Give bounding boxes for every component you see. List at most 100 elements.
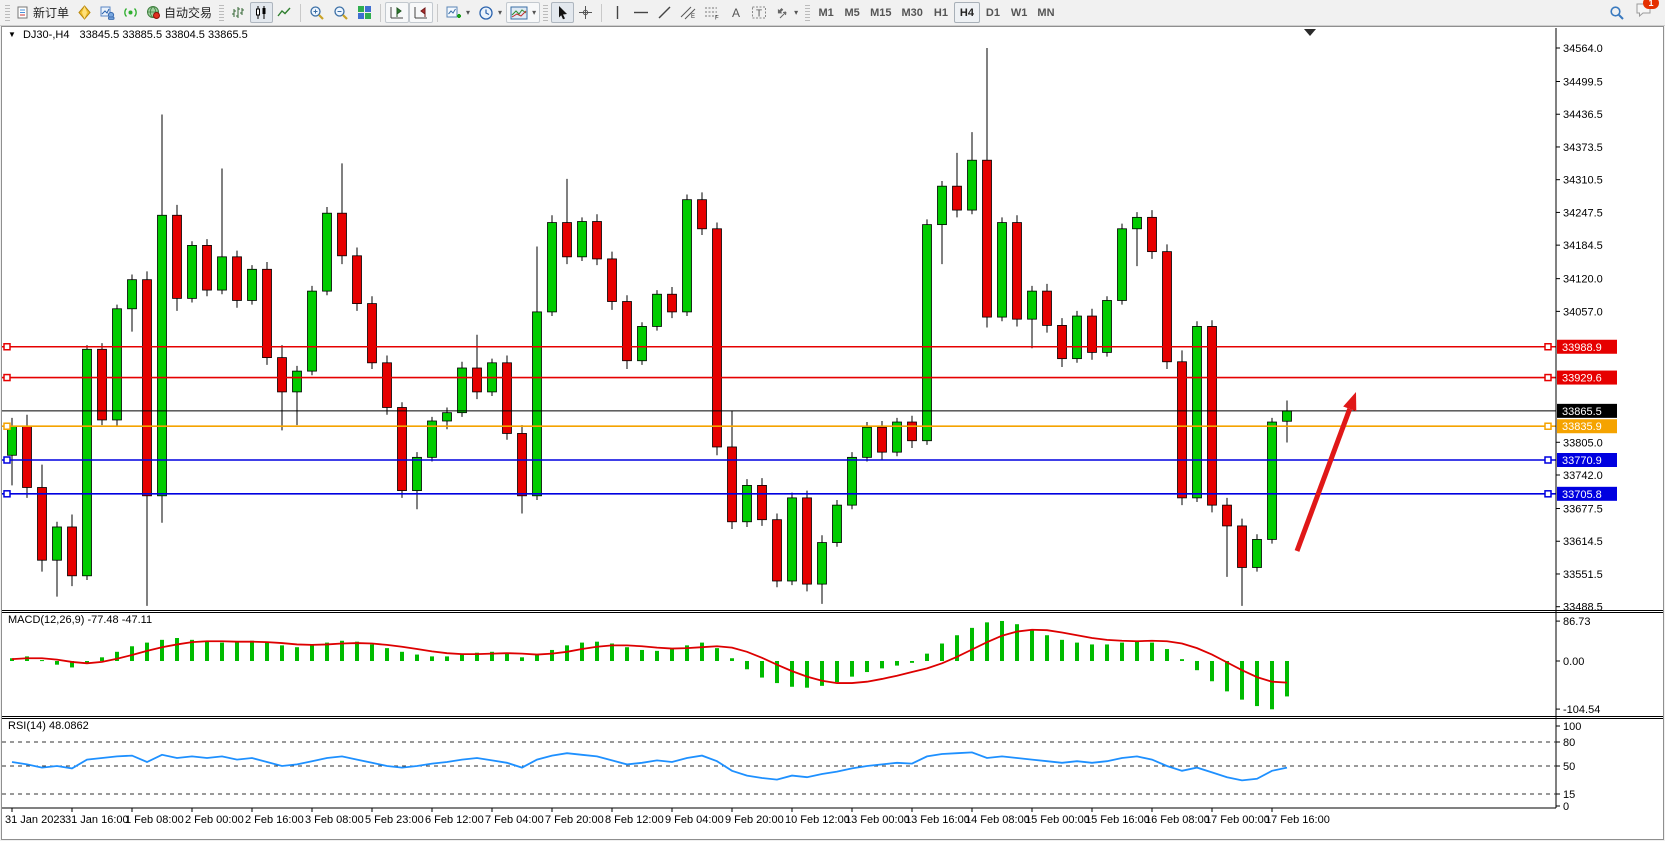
timeframe-button-m30[interactable]: M30 — [901, 6, 923, 19]
price-line[interactable] — [2, 343, 1556, 351]
svg-text:E: E — [691, 14, 695, 20]
svg-text:34247.5: 34247.5 — [1563, 207, 1603, 219]
svg-text:7 Feb 20:00: 7 Feb 20:00 — [545, 814, 604, 826]
toolbar-right-tools: 1 — [1605, 0, 1663, 23]
timeframe-group: M1 M5 M15 M30 H1 H4 D1 W1 MN — [813, 2, 1059, 23]
signals-button[interactable] — [119, 2, 142, 23]
svg-text:9 Feb 04:00: 9 Feb 04:00 — [665, 814, 724, 826]
svg-text:34310.5: 34310.5 — [1563, 175, 1603, 187]
chart-window-frame — [1, 26, 1664, 840]
horizontal-line-tool-button[interactable] — [629, 2, 653, 23]
price-line[interactable] — [2, 456, 1556, 464]
price-line-axis-label: 33770.9 — [1557, 453, 1617, 467]
text-label-tool-button[interactable]: T — [747, 2, 771, 23]
line-chart-button[interactable] — [273, 2, 296, 23]
tile-windows-icon — [358, 6, 372, 19]
zoom-in-button[interactable] — [305, 2, 329, 23]
rsi-pane: 100 80 50 150 — [2, 721, 1581, 813]
svg-text:F: F — [715, 16, 719, 21]
price-line-axis-label: 33835.9 — [1557, 419, 1617, 434]
dropdown-caret: ▾ — [498, 8, 503, 17]
chart-flag-up-icon — [390, 7, 404, 19]
text-tool-button[interactable]: A — [724, 2, 747, 23]
candlestick-icon — [256, 6, 266, 19]
arrow-annotation[interactable] — [1294, 392, 1357, 552]
chart-shift-marker[interactable] — [1304, 29, 1316, 36]
text-icon: A — [732, 6, 740, 20]
svg-text:15 Feb 00:00: 15 Feb 00:00 — [1025, 814, 1090, 826]
bar-chart-button[interactable] — [227, 2, 250, 23]
fibonacci-icon: F — [705, 7, 719, 21]
svg-text:34499.5: 34499.5 — [1563, 77, 1603, 89]
trendline-tool-button[interactable] — [653, 2, 676, 23]
svg-text:16 Feb 08:00: 16 Feb 08:00 — [1145, 814, 1210, 826]
price-line-axis-label: 33705.8 — [1557, 486, 1617, 501]
timeframe-button-m15[interactable]: M15 — [870, 6, 892, 19]
timeframe-button-d1[interactable]: D1 — [985, 6, 1000, 19]
toolbar-grip[interactable] — [5, 4, 10, 21]
vertical-line-tool-button[interactable] — [606, 2, 629, 23]
zoom-out-icon — [334, 5, 348, 20]
timeframe-button-h4[interactable]: H4 — [953, 2, 980, 23]
svg-text:50: 50 — [1563, 761, 1575, 773]
tile-windows-button[interactable] — [353, 2, 376, 23]
show-order-levels-button[interactable] — [385, 2, 410, 23]
price-line[interactable] — [2, 373, 1556, 382]
svg-text:A: A — [732, 6, 740, 20]
notifications-button[interactable]: 1 — [1635, 0, 1659, 23]
arrows-tool-button[interactable]: ▾ — [771, 2, 802, 23]
svg-text:15: 15 — [1563, 789, 1575, 801]
svg-text:0: 0 — [1563, 801, 1569, 813]
new-order-button[interactable]: 新订单 — [13, 2, 73, 23]
candlestick-chart-button[interactable] — [250, 2, 274, 23]
time-axis[interactable]: 31 Jan 2023 31 Jan 16:001 Feb 08:00 2 Feb … — [2, 807, 1556, 826]
price-axis[interactable]: 34564.0 34499.5 34436.5 34373.5 34310.5 34247… — [1555, 28, 1603, 808]
symbol-dropdown-icon[interactable]: ▼ — [8, 30, 16, 39]
toolbar-grip[interactable] — [219, 4, 225, 21]
svg-text:7 Feb 04:00: 7 Feb 04:00 — [485, 814, 544, 826]
svg-text:33929.6: 33929.6 — [1562, 373, 1602, 385]
svg-text:6 Feb 12:00: 6 Feb 12:00 — [425, 814, 484, 826]
zoom-in-icon — [310, 5, 324, 20]
svg-text:33742.0: 33742.0 — [1563, 470, 1603, 482]
new-chart-button[interactable]: ▾ — [442, 2, 474, 23]
zoom-out-button[interactable] — [329, 2, 353, 23]
price-line[interactable] — [2, 422, 1556, 430]
period-button[interactable]: ▾ — [474, 2, 506, 23]
pane-divider[interactable] — [2, 610, 1663, 613]
toolbar-grip[interactable] — [805, 4, 811, 21]
vertical-line-icon — [616, 6, 619, 19]
show-trade-history-button[interactable] — [409, 2, 434, 23]
timeframe-button-mn[interactable]: MN — [1037, 6, 1055, 19]
market-watch-button[interactable] — [73, 2, 96, 23]
svg-text:33551.5: 33551.5 — [1563, 569, 1603, 581]
svg-text:17 Feb 16:00: 17 Feb 16:00 — [1265, 814, 1330, 826]
toolbar-grip[interactable] — [543, 4, 549, 21]
fibonacci-tool-button[interactable]: F — [700, 2, 724, 23]
svg-text:2 Feb 16:00: 2 Feb 16:00 — [245, 814, 304, 826]
channel-tool-button[interactable]: E — [676, 2, 700, 23]
timeframe-button-w1[interactable]: W1 — [1010, 6, 1028, 19]
timeframe-button-h1[interactable]: H1 — [933, 6, 948, 19]
ohlc-label: 33845.5 33885.5 33804.5 33865.5 — [79, 29, 248, 41]
cursor-tool-button[interactable] — [551, 2, 575, 23]
template-button[interactable]: ▾ — [506, 2, 541, 23]
svg-text:13 Feb 00:00: 13 Feb 00:00 — [845, 814, 910, 826]
price-line[interactable] — [2, 490, 1556, 498]
timeframe-button-m1[interactable]: M1 — [818, 6, 834, 19]
autotrade-button[interactable]: 自动交易 — [142, 2, 216, 23]
price-line-axis-label: 33988.9 — [1557, 339, 1617, 354]
svg-text:34184.5: 34184.5 — [1563, 240, 1603, 252]
crosshair-tool-button[interactable] — [574, 2, 597, 23]
profile-chart-icon — [100, 6, 115, 20]
pane-divider[interactable] — [2, 716, 1663, 719]
chart-flag-down-icon — [414, 7, 428, 19]
timeframe-button-m5[interactable]: M5 — [844, 6, 860, 19]
search-button[interactable] — [1605, 2, 1629, 23]
svg-text:T: T — [756, 9, 762, 20]
svg-text:1 Feb 08:00: 1 Feb 08:00 — [125, 814, 184, 826]
profile-button[interactable] — [96, 2, 119, 23]
chart-header[interactable]: ▼ DJ30-,H4 33845.5 33885.5 33804.5 33865… — [8, 29, 248, 41]
macd-pane: 86.73 0.00 -104.54 — [10, 616, 1600, 716]
